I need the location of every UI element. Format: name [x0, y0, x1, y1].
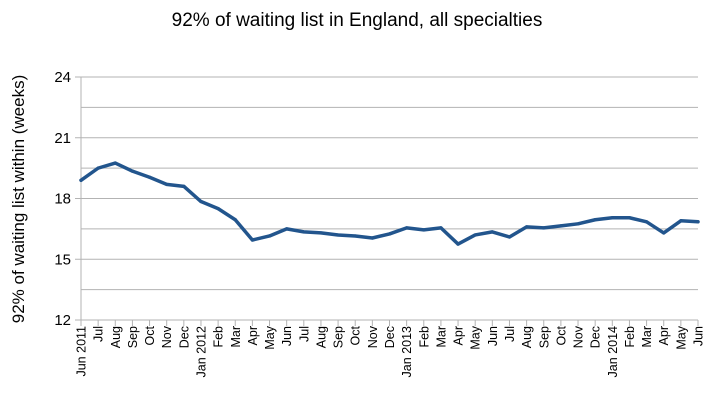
x-tick-label: Apr	[246, 326, 260, 345]
x-tick-label: Sep	[332, 326, 346, 348]
data-point	[387, 232, 392, 236]
data-point	[507, 235, 512, 239]
data-point	[267, 234, 272, 238]
x-tick-label: Nov	[572, 325, 586, 348]
data-point	[216, 207, 220, 211]
x-tick-label: Jan 2013	[400, 326, 414, 377]
x-tick-label: Jan 2014	[606, 326, 620, 377]
data-point	[627, 216, 632, 220]
series-line	[79, 161, 700, 246]
data-point	[336, 233, 340, 237]
chart-title: 92% of waiting list in England, all spec…	[172, 10, 543, 31]
x-tick-label: Nov	[366, 325, 380, 348]
x-tick-label: Dec	[383, 326, 397, 348]
x-tick-label: Jun 2011	[75, 326, 89, 377]
data-point	[182, 184, 186, 188]
x-tick-label: Oct	[349, 325, 363, 345]
x-tick-label: Dec	[589, 326, 603, 348]
data-point	[525, 225, 529, 229]
data-point	[576, 222, 580, 226]
x-tick-label: Oct	[143, 325, 157, 345]
data-point	[285, 227, 289, 231]
x-tick-label: Feb	[623, 326, 637, 348]
x-tick-label: May	[674, 325, 688, 349]
axes	[75, 76, 699, 326]
data-point	[165, 182, 169, 186]
data-point	[250, 238, 254, 242]
y-tick-labels: 12 15 18 21 24	[54, 69, 71, 329]
data-point	[593, 218, 597, 222]
y-tick-label: 21	[54, 130, 71, 147]
x-tick-label: Apr	[452, 326, 466, 345]
x-tick-label: Sep	[126, 326, 140, 348]
data-point	[113, 161, 117, 165]
data-point	[233, 218, 237, 222]
y-axis-label: 92% of waiting list within (weeks)	[9, 75, 28, 323]
data-point	[490, 230, 494, 234]
x-tick-label: Aug	[314, 326, 328, 348]
x-tick-label: Mar	[434, 326, 448, 348]
y-tick-label: 18	[54, 191, 71, 208]
x-tick-label: Sep	[537, 326, 551, 348]
data-point	[96, 166, 100, 170]
x-tick-label: Mar	[640, 326, 654, 348]
series-layer	[79, 161, 700, 246]
x-tick-label: Jan 2012	[194, 326, 208, 377]
data-point	[422, 228, 426, 232]
data-point	[370, 236, 374, 240]
data-point	[644, 220, 649, 224]
x-tick-label: May	[263, 325, 277, 349]
y-tick-label: 12	[54, 312, 71, 329]
x-tick-label: Jun	[486, 326, 500, 346]
data-point	[302, 230, 306, 234]
data-point	[439, 226, 443, 230]
data-point	[405, 226, 409, 230]
x-tick-label: Aug	[109, 326, 123, 348]
data-point	[147, 175, 152, 179]
y-tick-label: 24	[54, 69, 71, 86]
data-point	[79, 178, 83, 182]
x-tick-labels: Jun 2011 Jul Aug Sep Oct Nov Dec Jan 2012 Feb Mar…	[75, 325, 706, 377]
data-point	[559, 224, 563, 228]
data-point	[456, 242, 460, 246]
x-tick-label: Feb	[417, 326, 431, 348]
x-tick-label: May	[469, 325, 483, 349]
data-point	[696, 220, 700, 224]
x-tick-label: Oct	[554, 325, 568, 345]
data-point	[679, 219, 683, 223]
x-tick-label: Mar	[229, 326, 243, 348]
data-point	[199, 199, 203, 204]
x-tick-label: Nov	[160, 325, 174, 348]
data-point	[610, 216, 614, 220]
y-tick-label: 15	[54, 251, 71, 268]
x-tick-label: Dec	[177, 326, 191, 348]
data-point	[130, 169, 135, 173]
data-point	[662, 231, 666, 235]
x-tick-label: Jun	[280, 326, 294, 346]
x-tick-label: Jun	[692, 326, 706, 346]
gridlines	[81, 76, 698, 321]
x-tick-label: Jul	[503, 326, 517, 342]
data-point	[319, 231, 323, 235]
x-tick-label: Feb	[212, 326, 226, 348]
data-point	[473, 233, 477, 237]
data-point	[542, 226, 546, 230]
x-tick-label: Apr	[657, 326, 671, 345]
x-tick-label: Jul	[92, 326, 106, 342]
x-tick-label: Jul	[297, 326, 311, 342]
data-point	[353, 234, 357, 238]
x-tick-label: Aug	[520, 326, 534, 348]
